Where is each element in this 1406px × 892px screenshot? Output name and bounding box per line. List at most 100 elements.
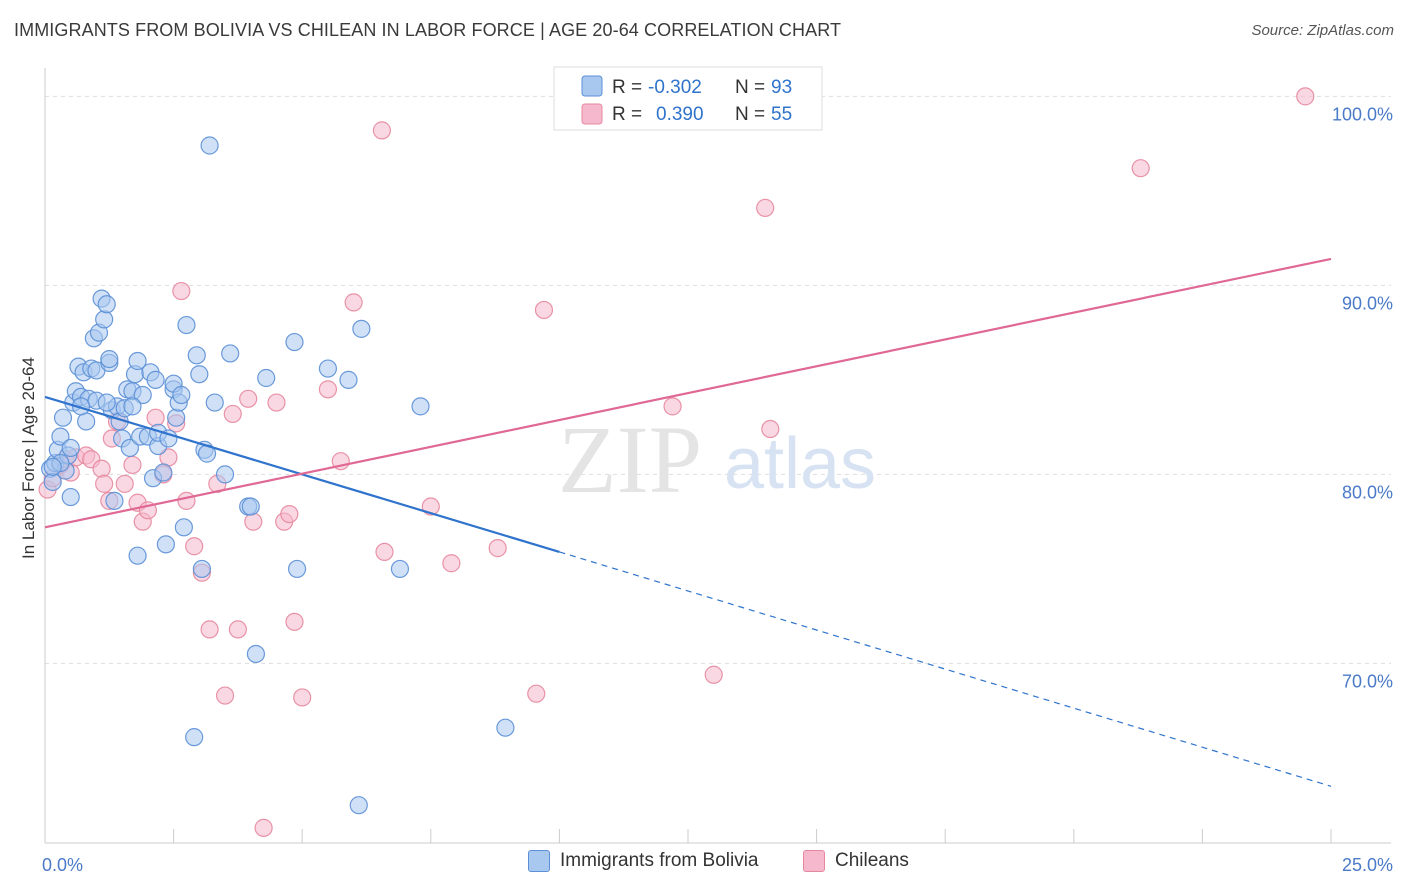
chart-title: IMMIGRANTS FROM BOLIVIA VS CHILEAN IN LA… (14, 20, 842, 40)
y-axis-label: In Labor Force | Age 20-64 (19, 357, 38, 559)
bolivia-point-26 (100, 349, 119, 369)
bolivia-point-77 (411, 397, 430, 416)
bolivia-point-80 (71, 397, 91, 416)
chilean-point-33 (254, 818, 273, 837)
watermark-atlas: atlas (724, 424, 876, 504)
chilean-point-18 (146, 408, 165, 427)
bolivia-point-83 (156, 535, 175, 554)
chilean-point-45 (442, 554, 461, 573)
chilean-point-26 (200, 620, 219, 639)
bolivia-point-75 (352, 319, 371, 338)
bolivia-point-67 (241, 497, 260, 516)
legend-item-bolivia: Immigrants from Bolivia (528, 850, 759, 872)
bolivia-point-4 (51, 427, 70, 446)
legend-bolivia-n-value: 93 (771, 77, 792, 98)
legend-chilean-r-value: 0.390 (656, 104, 704, 125)
chilean-point-41 (344, 293, 363, 312)
chilean-point-43 (375, 542, 394, 562)
legend-bolivia-n-label: N = (735, 77, 765, 98)
chilean-point-28 (215, 686, 235, 705)
bolivia-point-81 (97, 393, 116, 412)
chilean-point-49 (663, 397, 682, 416)
chilean-point-51 (756, 198, 775, 217)
grid-layer (45, 95, 1391, 664)
chilean-point-54 (1296, 87, 1315, 106)
bolivia-point-70 (285, 332, 304, 352)
bolivia-trend-extension (559, 551, 1332, 787)
bolivia-point-34 (120, 438, 139, 458)
chilean-point-23 (177, 491, 196, 510)
chilean-point-22 (172, 281, 191, 301)
chilean-point-50 (704, 665, 723, 684)
bolivia-point-59 (192, 559, 211, 579)
chilean-point-29 (223, 404, 242, 424)
bolivia-point-47 (154, 463, 173, 482)
bolivia-point-23 (95, 310, 114, 329)
chilean-point-38 (293, 688, 312, 707)
legend-bolivia-r-value: -0.302 (648, 77, 702, 98)
legend-chilean-r-label: R = (612, 104, 642, 125)
bolivia-point-55 (177, 315, 196, 335)
bolivia-point-9 (61, 438, 80, 458)
bolivia-point-64 (215, 465, 235, 484)
legend-bolivia-r-label: R = (612, 77, 642, 98)
bolivia-point-82 (123, 397, 142, 416)
bolivia-point-76 (390, 559, 410, 579)
chilean-point-30 (228, 620, 247, 639)
chilean-point-34 (267, 393, 286, 412)
legend-top: R = -0.302 N = 93 R = 0.390 N = 55 (553, 66, 823, 131)
bolivia-point-65 (221, 344, 240, 363)
chilean-point-24 (185, 537, 204, 556)
bolivia-point-37 (128, 546, 147, 565)
chilean-point-47 (527, 684, 546, 703)
bolivia-point-5 (53, 408, 73, 427)
bolivia-point-51 (167, 408, 186, 427)
chilean-point-39 (318, 380, 338, 399)
bolivia-point-72 (318, 359, 338, 378)
bolivia-point-74 (349, 796, 368, 815)
legend-bolivia-label: Immigrants from Bolivia (560, 850, 759, 871)
legend-bolivia-swatch (581, 75, 603, 97)
chilean-point-52 (761, 419, 780, 439)
bolivia-point-78 (496, 718, 515, 737)
bolivia-point-53 (172, 385, 191, 405)
legend-item-chilean: Chileans (803, 850, 909, 872)
bolivia-point-40 (133, 385, 152, 405)
chilean-point-53 (1131, 159, 1150, 178)
bolivia-point-24 (97, 295, 116, 314)
chilean-point-42 (372, 121, 392, 140)
trend-layer (44, 257, 1332, 787)
watermark-zip: ZIP (558, 406, 702, 513)
y-tick-label-0: 70.0% (1342, 671, 1393, 691)
bolivia-point-84 (43, 457, 62, 476)
x-tick-label-0: 0.0% (42, 855, 83, 875)
chilean-point-13 (115, 474, 134, 493)
chilean-point-8 (92, 459, 111, 478)
bolivia-point-57 (187, 346, 206, 365)
bolivia-point-28 (105, 491, 124, 510)
legend-chilean-bottom-swatch (803, 850, 825, 872)
chilean-point-14 (123, 455, 142, 475)
bolivia-point-15 (77, 412, 96, 431)
bolivia-point-58 (190, 365, 209, 384)
watermark: ZIP atlas (558, 406, 876, 513)
axis-layer: 70.0% 80.0% 90.0% 100.0% 0.0% 25.0% (42, 68, 1393, 875)
bolivia-point-71 (287, 559, 307, 579)
chilean-point-46 (488, 539, 507, 558)
chilean-point-31 (239, 389, 258, 408)
bolivia-point-54 (174, 518, 193, 537)
bolivia-point-73 (339, 370, 358, 389)
bolivia-point-38 (128, 351, 147, 371)
bolivia-point-56 (185, 728, 204, 747)
x-tick-label-1: 25.0% (1342, 855, 1393, 875)
y-tick-label-3: 100.0% (1332, 104, 1393, 124)
y-tick-label-1: 80.0% (1342, 482, 1393, 502)
points-layer (38, 87, 1315, 837)
chilean-point-32 (244, 512, 263, 531)
chilean-point-48 (534, 300, 554, 320)
chilean-point-37 (285, 612, 304, 631)
legend-chilean-n-value: 55 (771, 104, 792, 125)
legend-bolivia-bottom-swatch (528, 850, 550, 872)
legend-chilean-n-label: N = (735, 104, 765, 125)
